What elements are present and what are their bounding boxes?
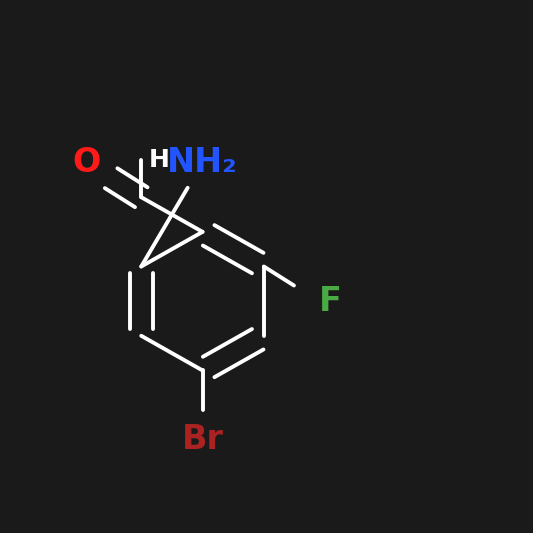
Text: F: F: [319, 285, 342, 318]
Text: O: O: [72, 146, 101, 179]
Text: NH₂: NH₂: [167, 146, 238, 179]
Text: Br: Br: [182, 423, 223, 456]
Text: H: H: [149, 148, 170, 172]
